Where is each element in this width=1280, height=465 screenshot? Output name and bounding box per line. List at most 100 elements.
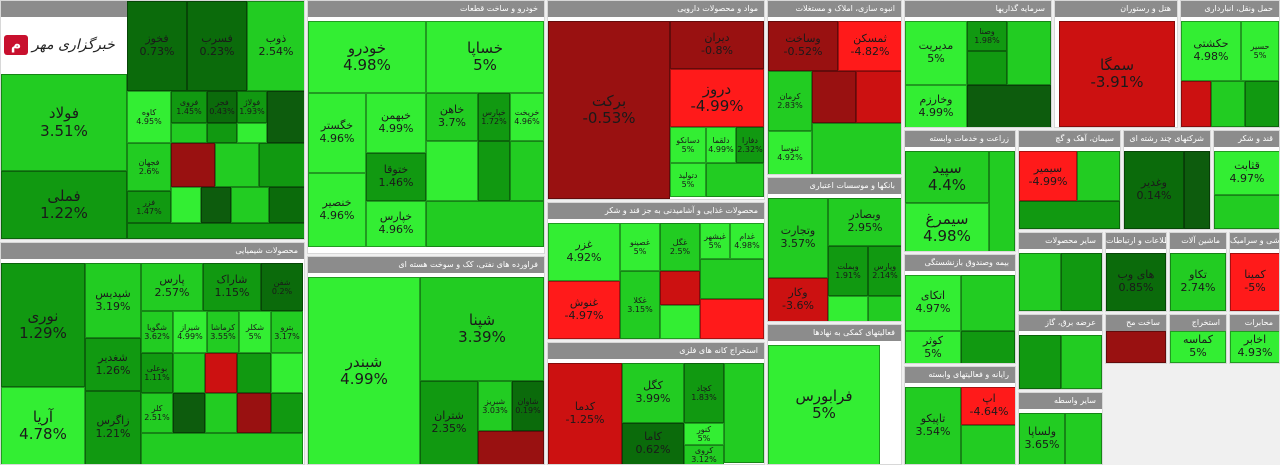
minor-stock-tile[interactable] (961, 275, 1015, 331)
minor-stock-tile[interactable] (207, 123, 237, 143)
minor-stock-tile[interactable] (237, 353, 271, 393)
sector-title[interactable]: استخراج (1170, 315, 1226, 331)
minor-stock-tile[interactable] (700, 259, 764, 299)
stock-tile[interactable]: اپ -4.64% (961, 387, 1015, 425)
stock-tile[interactable]: شگویا 3.62% (141, 311, 173, 353)
stock-tile[interactable]: ولساپا 3.65% (1019, 413, 1065, 464)
sector-title[interactable]: محصولات شیمیایی (1, 243, 304, 259)
sector-title[interactable]: محابرات (1230, 315, 1279, 331)
stock-tile[interactable]: سمگا -3.91% (1059, 21, 1175, 127)
stock-tile[interactable]: قثابت 4.97% (1214, 151, 1279, 195)
minor-stock-tile[interactable] (237, 123, 267, 143)
sector-title[interactable]: شرکتهای چند رشته ای (1124, 131, 1210, 147)
stock-tile[interactable]: وصنا 1.98% (967, 21, 1007, 51)
stock-tile[interactable]: خپارس 1.72% (478, 93, 510, 141)
sector-title[interactable]: بانکها و موسسات اعتباری (768, 178, 901, 194)
minor-stock-tile[interactable] (127, 223, 304, 239)
minor-stock-tile[interactable] (1181, 81, 1211, 127)
stock-tile[interactable]: نوری 1.29% (1, 263, 85, 387)
stock-tile[interactable]: فجهان 2.6% (127, 143, 171, 191)
minor-stock-tile[interactable] (1214, 195, 1279, 229)
stock-tile[interactable]: تکاو 2.74% (1170, 253, 1226, 311)
stock-tile[interactable]: بترو 3.17% (271, 311, 303, 353)
minor-stock-tile[interactable] (967, 85, 1051, 127)
minor-stock-tile[interactable] (706, 163, 764, 197)
sector-title[interactable]: خودرو و ساخت قطعات (308, 1, 544, 17)
stock-tile[interactable]: بوعلی 1.11% (141, 353, 173, 393)
stock-tile[interactable]: شاوان 0.19% (512, 381, 544, 431)
minor-stock-tile[interactable] (1061, 253, 1102, 311)
sector-title[interactable]: قند و شکر (1214, 131, 1279, 147)
minor-stock-tile[interactable] (1065, 413, 1102, 464)
minor-stock-tile[interactable] (271, 393, 303, 433)
stock-tile[interactable]: وساخت -0.52% (768, 21, 838, 71)
minor-stock-tile[interactable] (259, 143, 304, 187)
sector-title[interactable]: رایانه و فعالیتهای وابسته (905, 367, 1015, 383)
stock-tile[interactable]: دروز -4.99% (670, 69, 764, 127)
stock-tile[interactable]: ختوقا 1.46% (366, 153, 426, 201)
minor-stock-tile[interactable] (961, 331, 1015, 363)
stock-tile[interactable]: فولاد 3.51% (1, 74, 127, 171)
minor-stock-tile[interactable] (989, 151, 1015, 251)
stock-tile[interactable]: غکلا 3.15% (620, 271, 660, 339)
minor-stock-tile[interactable] (1077, 151, 1120, 201)
stock-tile[interactable]: شبریز 3.03% (478, 381, 512, 431)
stock-tile[interactable]: دسانکو 5% (670, 127, 706, 163)
stock-tile[interactable]: کچاد 1.83% (684, 363, 724, 423)
stock-tile[interactable]: کاما 0.62% (622, 423, 684, 464)
stock-tile[interactable]: زاگرس 1.21% (85, 391, 141, 464)
minor-stock-tile[interactable] (1061, 335, 1102, 389)
stock-tile[interactable]: ذوب 2.54% (247, 1, 304, 91)
minor-stock-tile[interactable] (173, 353, 205, 393)
stock-tile[interactable]: خپارس 4.96% (366, 201, 426, 247)
minor-stock-tile[interactable] (1211, 81, 1245, 127)
minor-stock-tile[interactable] (812, 71, 856, 123)
stock-tile[interactable]: کاوه 4.95% (127, 91, 171, 143)
minor-stock-tile[interactable] (961, 425, 1015, 464)
stock-tile[interactable]: کرماشا 3.55% (207, 311, 239, 353)
stock-tile[interactable]: شکلر 5% (239, 311, 271, 353)
sector-title[interactable]: ساخت مح (1106, 315, 1166, 331)
minor-stock-tile[interactable] (173, 393, 205, 433)
stock-tile[interactable]: کماسه 5% (1170, 331, 1226, 363)
minor-stock-tile[interactable] (215, 143, 259, 187)
sector-title[interactable]: کاشی و سرامیک (1230, 233, 1279, 249)
stock-tile[interactable]: برکت -0.53% (548, 21, 670, 199)
stock-tile[interactable]: وبصادر 2.95% (828, 198, 901, 246)
sector-title[interactable]: عرضه برق، گاز (1019, 315, 1102, 331)
stock-tile[interactable]: شاراک 1.15% (203, 263, 261, 311)
stock-tile[interactable]: فملی 1.22% (1, 171, 127, 239)
stock-tile[interactable]: غصینو 5% (620, 223, 660, 271)
stock-tile[interactable]: شپدیس 3.19% (85, 263, 141, 338)
minor-stock-tile[interactable] (1019, 335, 1061, 389)
sector-title[interactable]: مواد و محصولات دارویی (548, 1, 764, 17)
minor-stock-tile[interactable] (1106, 331, 1166, 363)
stock-tile[interactable]: وتجارت 3.57% (768, 198, 828, 278)
sector-title[interactable]: سایر واسطه (1019, 393, 1102, 409)
stock-tile[interactable]: غبشهر 5% (700, 223, 730, 259)
minor-stock-tile[interactable] (868, 296, 901, 321)
stock-tile[interactable]: غزر 4.92% (548, 223, 620, 281)
stock-tile[interactable]: فخوز 0.73% (127, 1, 187, 91)
minor-stock-tile[interactable] (205, 353, 237, 393)
stock-tile[interactable]: فزر 1.47% (127, 191, 171, 223)
stock-tile[interactable]: تاپیکو 3.54% (905, 387, 961, 464)
minor-stock-tile[interactable] (1245, 81, 1279, 127)
minor-stock-tile[interactable] (267, 91, 304, 143)
stock-tile[interactable]: وغدیر 0.14% (1124, 151, 1184, 229)
sector-title[interactable]: انبوه سازی، املاک و مستغلات (768, 1, 901, 17)
sector-title[interactable]: سیمان، آهک و گچ (1019, 131, 1120, 147)
stock-tile[interactable]: کوثر 5% (905, 331, 961, 363)
stock-tile[interactable]: آریا 4.78% (1, 387, 85, 464)
minor-stock-tile[interactable] (828, 296, 868, 321)
stock-tile[interactable]: خاهن 3.7% (426, 93, 478, 141)
stock-tile[interactable]: کنور 5% (684, 423, 724, 445)
minor-stock-tile[interactable] (1007, 21, 1051, 85)
stock-tile[interactable]: وخارزم 4.99% (905, 85, 967, 127)
stock-tile[interactable]: دفارا 2.32% (736, 127, 764, 163)
stock-tile[interactable]: شپنا 3.39% (420, 277, 544, 381)
minor-stock-tile[interactable] (660, 271, 700, 305)
stock-tile[interactable]: های وب 0.85% (1106, 253, 1166, 311)
minor-stock-tile[interactable] (1019, 201, 1120, 229)
stock-tile[interactable]: غگل 2.5% (660, 223, 700, 271)
